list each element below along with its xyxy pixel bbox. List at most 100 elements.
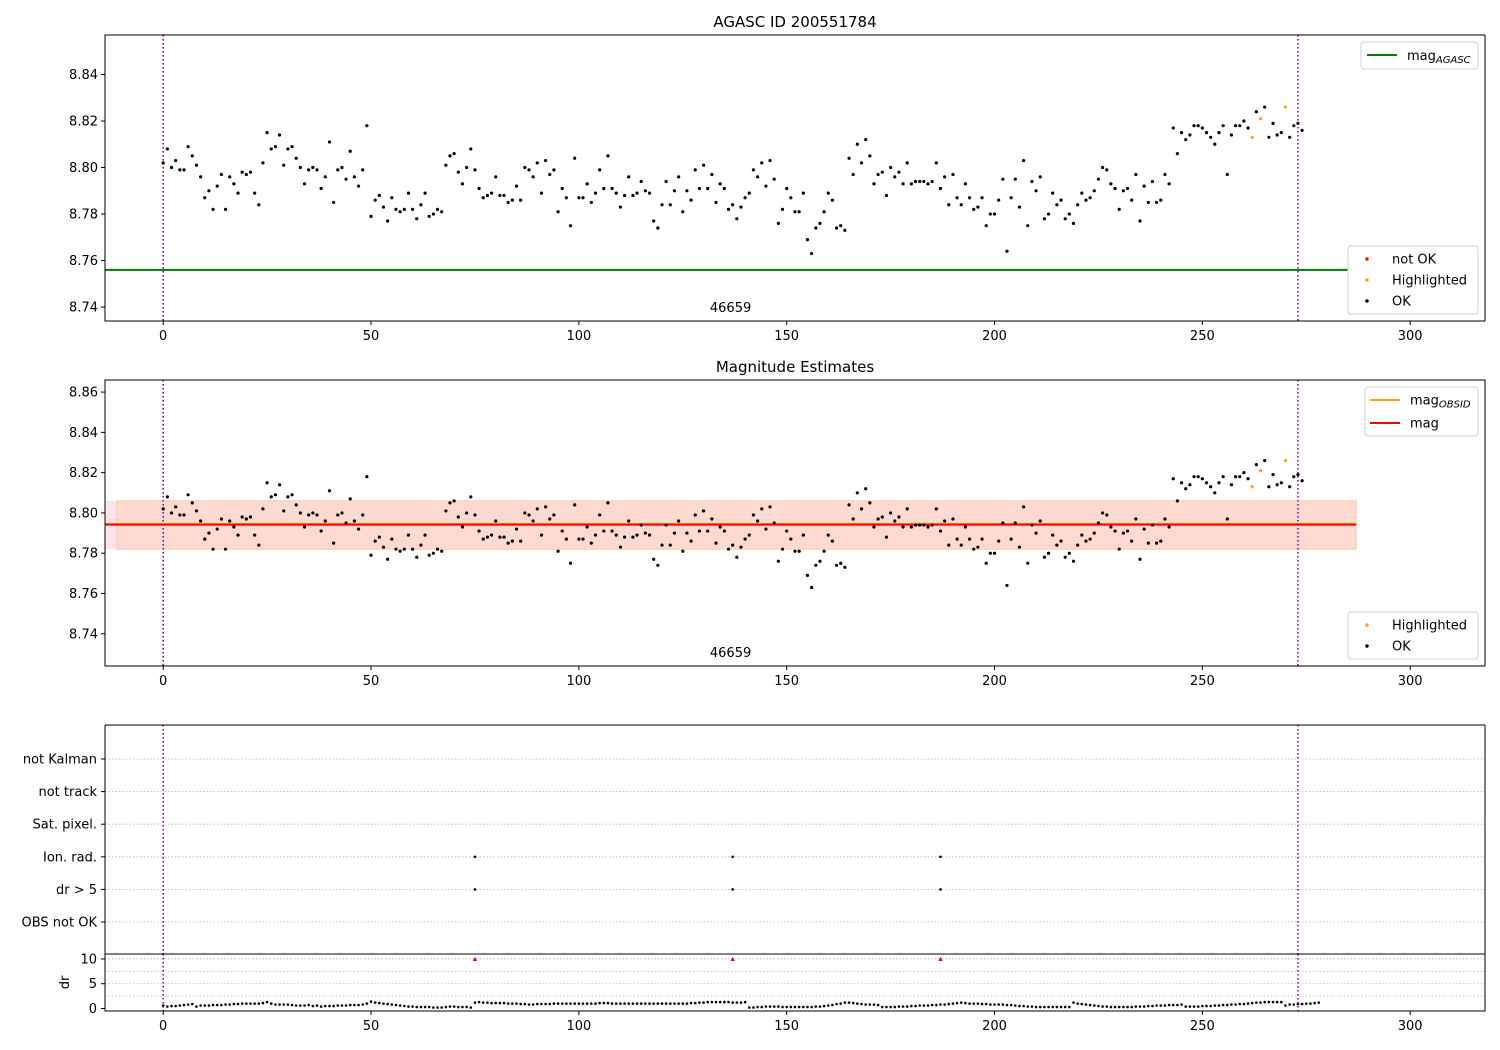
ok-point: [1059, 539, 1063, 543]
flag-point: [473, 855, 477, 859]
ok-point: [1017, 205, 1022, 209]
ok-point: [485, 193, 490, 198]
ok-point: [410, 547, 415, 551]
dr-point: [240, 1002, 244, 1005]
ok-point: [514, 184, 519, 188]
dr-point: [203, 1004, 207, 1007]
dr-point: [806, 1005, 809, 1009]
ok-point: [1088, 537, 1092, 541]
chart-title: AGASC ID 200551784: [713, 13, 876, 31]
dr-point: [440, 1006, 443, 1009]
dr-point: [594, 1002, 597, 1005]
legend-label: OK: [1392, 295, 1411, 310]
dr-point: [527, 1003, 531, 1006]
dr-point: [186, 1003, 190, 1006]
ok-point: [1013, 177, 1017, 181]
dr-point: [585, 1002, 589, 1005]
dr-point: [432, 1006, 435, 1009]
dr-point: [1151, 1004, 1154, 1008]
dr-point: [1184, 1005, 1188, 1008]
legend-label: Highlighted: [1392, 619, 1467, 634]
dr-point: [760, 1005, 764, 1009]
dr-point: [880, 1005, 884, 1009]
ok-point: [178, 168, 182, 172]
dr-point: [1051, 1005, 1055, 1009]
ok-point: [980, 537, 984, 541]
ok-point: [1001, 521, 1005, 525]
ok-point: [1179, 481, 1184, 485]
ok-point: [261, 161, 265, 165]
dr-point: [1109, 1005, 1113, 1009]
ok-point: [697, 186, 701, 191]
x-tick-label: 200: [982, 329, 1007, 344]
ok-point: [1246, 477, 1250, 481]
ok-point: [377, 535, 381, 539]
ok-point: [706, 529, 710, 533]
y-tick-label: 8.78: [69, 208, 98, 223]
ok-point: [302, 182, 307, 186]
ok-point: [934, 161, 938, 165]
ok-point: [207, 531, 211, 535]
ok-point: [219, 517, 223, 521]
ok-point: [398, 549, 402, 553]
plot-frame: [104, 34, 1486, 322]
dr-point: [1022, 1004, 1025, 1008]
ok-point: [938, 529, 943, 533]
ok-point: [606, 501, 610, 505]
dr-point: [1147, 1004, 1150, 1008]
dr-point: [544, 1002, 547, 1006]
ok-point: [1217, 131, 1221, 135]
ok-point: [161, 161, 165, 165]
dr-point: [756, 1005, 759, 1009]
ok-point: [901, 182, 905, 186]
ok-point: [564, 537, 568, 541]
dr-point: [336, 1004, 340, 1007]
ok-point: [1051, 533, 1055, 537]
ok-point: [1246, 126, 1250, 130]
ok-point: [539, 191, 544, 195]
ok-point: [1146, 541, 1150, 545]
ok-point: [1200, 477, 1204, 481]
ok-point: [947, 203, 951, 207]
ok-point: [818, 221, 822, 225]
dr-point: [1126, 1005, 1129, 1009]
ok-point: [847, 503, 851, 507]
ok-point: [834, 563, 839, 567]
ok-point: [489, 191, 494, 195]
ok-point: [211, 207, 215, 211]
ok-point: [273, 493, 278, 497]
dr-point: [976, 1002, 980, 1005]
dr-point: [1080, 1002, 1084, 1006]
ok-point: [544, 158, 548, 163]
y-tick-label: 8.82: [69, 115, 98, 130]
ok-point: [656, 563, 660, 567]
dr-point: [777, 1005, 780, 1008]
ok-point: [323, 175, 327, 179]
dr-y-axis-label: dr: [58, 975, 73, 989]
flag-row-label: OBS not OK: [22, 916, 98, 931]
dr-point: [473, 1001, 477, 1004]
dr-point: [897, 1005, 901, 1008]
ok-point: [369, 214, 373, 218]
ok-point: [855, 491, 859, 495]
dr-point: [373, 1001, 377, 1004]
ok-point: [1159, 539, 1163, 543]
ok-point: [207, 189, 211, 193]
dr-point: [930, 1003, 934, 1007]
ok-point: [905, 507, 909, 511]
ok-point: [261, 507, 265, 511]
x-tick-label: 150: [774, 674, 799, 689]
ok-point: [406, 191, 411, 195]
ok-point: [872, 182, 876, 186]
ok-point: [506, 541, 510, 545]
dr-point: [353, 1003, 356, 1007]
dr-point: [590, 1002, 593, 1005]
ok-point: [282, 163, 286, 167]
ok-point: [826, 533, 830, 537]
flag-point: [473, 888, 477, 891]
ok-point: [423, 533, 427, 537]
ok-point: [722, 529, 726, 533]
x-tick-label: 50: [363, 674, 380, 689]
dr-point: [710, 1000, 714, 1004]
ok-point: [764, 184, 768, 188]
